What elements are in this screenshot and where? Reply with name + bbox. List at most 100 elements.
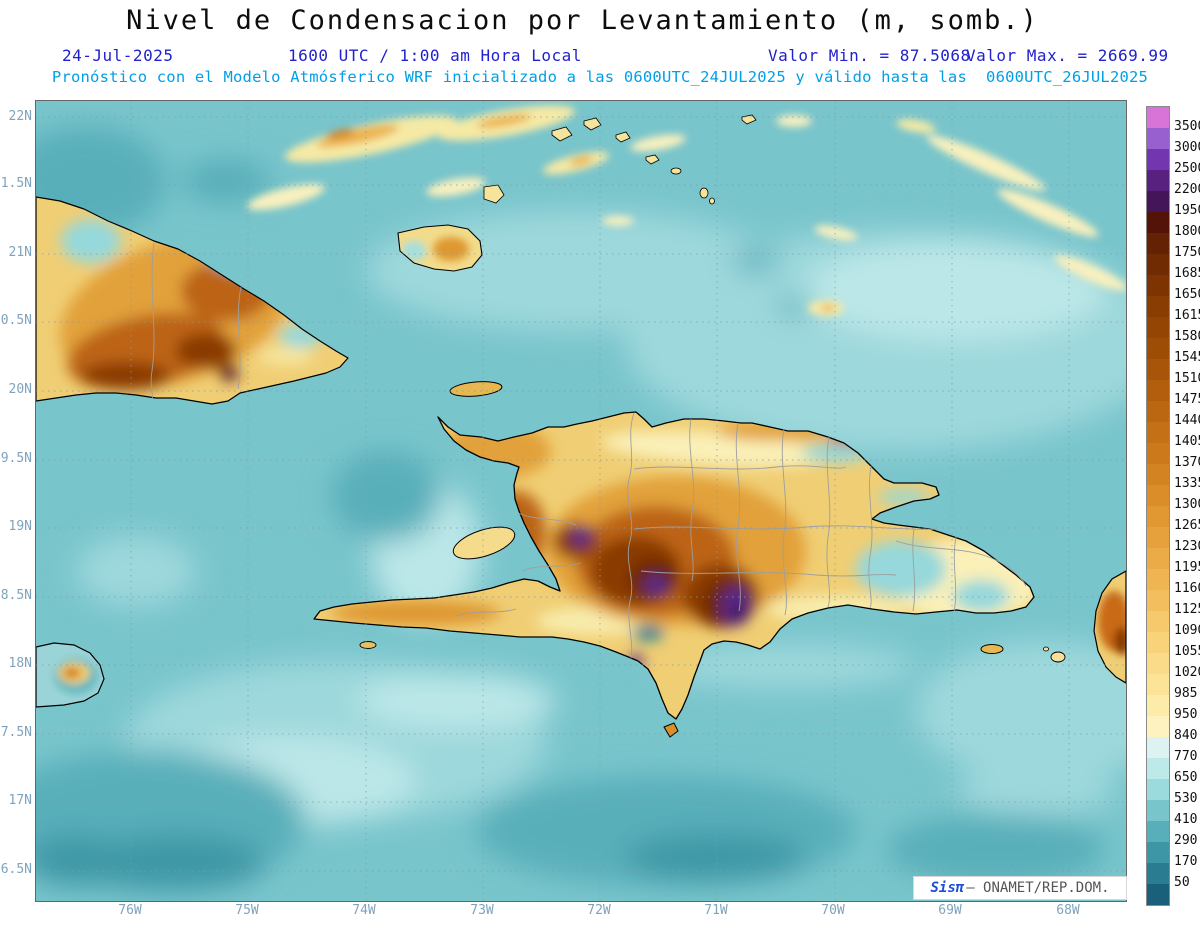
colorbar-tick-2200: 2200 xyxy=(1174,182,1200,197)
colorbar-tick-840: 840 xyxy=(1174,728,1198,743)
forecast-date: 24-Jul-2025 xyxy=(62,46,174,65)
colorbar-tick-1230: 1230 xyxy=(1174,539,1200,554)
colorbar-tick-1335: 1335 xyxy=(1174,476,1200,491)
colorbar-tick-1090: 1090 xyxy=(1174,623,1200,638)
satellite-islands xyxy=(359,381,1066,738)
colorbar-tick-950: 950 xyxy=(1174,707,1198,722)
lat-tick-19N: 19N xyxy=(8,519,32,534)
page-title: Nivel de Condensacion por Levantamiento … xyxy=(126,5,1039,36)
colorbar-segment-1 xyxy=(1147,128,1169,149)
colorbar-tick-50: 50 xyxy=(1174,875,1190,890)
lat-tick-21N: 21N xyxy=(8,245,32,260)
colorbar-tick-1750: 1750 xyxy=(1174,245,1200,260)
small-islands-north xyxy=(483,114,757,205)
colorbar-tick-1160: 1160 xyxy=(1174,581,1200,596)
colorbar-tick-1800: 1800 xyxy=(1174,224,1200,239)
lon-tick-72W: 72W xyxy=(587,903,611,918)
watermark-text: – ONAMET/REP.DOM. xyxy=(966,880,1110,896)
colorbar-segment-37 xyxy=(1147,884,1169,905)
colorbar-segment-30 xyxy=(1147,737,1169,758)
lat-tick-7.5N: 7.5N xyxy=(0,725,32,740)
value-min-label: Valor Min. = 87.5068 xyxy=(768,46,971,65)
colorbar-segment-17 xyxy=(1147,464,1169,485)
colorbar-tick-1020: 1020 xyxy=(1174,665,1200,680)
colorbar-tick-3000: 3000 xyxy=(1174,140,1200,155)
colorbar-tick-1475: 1475 xyxy=(1174,392,1200,407)
lat-tick-18N: 18N xyxy=(8,656,32,671)
colorbar-segment-5 xyxy=(1147,212,1169,233)
colorbar-segment-21 xyxy=(1147,548,1169,569)
lon-tick-75W: 75W xyxy=(235,903,259,918)
colorbar-segment-26 xyxy=(1147,653,1169,674)
lat-tick-1.5N: 1.5N xyxy=(0,176,32,191)
lat-tick-17N: 17N xyxy=(8,793,32,808)
cuba-landmass xyxy=(36,196,349,405)
map-canvas xyxy=(35,100,1127,902)
lcl-streaks xyxy=(247,105,1126,316)
colorbar-tick-1580: 1580 xyxy=(1174,329,1200,344)
colorbar-tick-1545: 1545 xyxy=(1174,350,1200,365)
colorbar-segment-9 xyxy=(1147,296,1169,317)
jamaica-landmass xyxy=(36,642,105,708)
colorbar-segment-34 xyxy=(1147,821,1169,842)
colorbar-tick-530: 530 xyxy=(1174,791,1198,806)
lon-tick-74W: 74W xyxy=(352,903,376,918)
colorbar-tick-1300: 1300 xyxy=(1174,497,1200,512)
lat-tick-6.5N: 6.5N xyxy=(0,862,32,877)
value-max-label: Valor Max. = 2669.99 xyxy=(966,46,1169,65)
lon-tick-70W: 70W xyxy=(821,903,845,918)
colorbar-segment-23 xyxy=(1147,590,1169,611)
colorbar-segment-31 xyxy=(1147,758,1169,779)
model-init-line: Pronóstico con el Modelo Atmósferico WRF… xyxy=(51,68,1149,86)
colorbar-segment-13 xyxy=(1147,380,1169,401)
colorbar-segment-24 xyxy=(1147,611,1169,632)
colorbar-segment-28 xyxy=(1147,695,1169,716)
lon-tick-73W: 73W xyxy=(470,903,494,918)
lat-tick-20N: 20N xyxy=(8,382,32,397)
colorbar-segment-16 xyxy=(1147,443,1169,464)
colorbar-segment-36 xyxy=(1147,863,1169,884)
colorbar-segment-32 xyxy=(1147,779,1169,800)
colorbar-tick-1685: 1685 xyxy=(1174,266,1200,281)
great-inagua-island xyxy=(397,224,483,272)
colorbar-tick-2500: 2500 xyxy=(1174,161,1200,176)
colorbar-tick-1510: 1510 xyxy=(1174,371,1200,386)
colorbar-segment-2 xyxy=(1147,149,1169,170)
watermark-brand: Sisπ xyxy=(930,880,965,896)
colorbar-tick-1615: 1615 xyxy=(1174,308,1200,323)
colorbar-segment-6 xyxy=(1147,233,1169,254)
colorbar-segment-18 xyxy=(1147,485,1169,506)
colorbar-tick-1055: 1055 xyxy=(1174,644,1200,659)
colorbar-segment-3 xyxy=(1147,170,1169,191)
lat-tick-9.5N: 9.5N xyxy=(0,451,32,466)
colorbar-tick-1440: 1440 xyxy=(1174,413,1200,428)
lat-tick-22N: 22N xyxy=(8,109,32,124)
lon-tick-69W: 69W xyxy=(938,903,962,918)
colorbar-segment-25 xyxy=(1147,632,1169,653)
colorbar-segment-12 xyxy=(1147,359,1169,380)
colorbar xyxy=(1146,106,1170,906)
colorbar-tick-1650: 1650 xyxy=(1174,287,1200,302)
colorbar-segment-19 xyxy=(1147,506,1169,527)
admin-boundaries xyxy=(150,242,1027,659)
forecast-time: 1600 UTC / 1:00 am Hora Local xyxy=(288,46,582,65)
colorbar-segment-8 xyxy=(1147,275,1169,296)
colorbar-segment-15 xyxy=(1147,422,1169,443)
colorbar-segment-7 xyxy=(1147,254,1169,275)
colorbar-tick-290: 290 xyxy=(1174,833,1198,848)
colorbar-segment-33 xyxy=(1147,800,1169,821)
lat-tick-0.5N: 0.5N xyxy=(0,313,32,328)
colorbar-segment-35 xyxy=(1147,842,1169,863)
colorbar-tick-1950: 1950 xyxy=(1174,203,1200,218)
colorbar-segment-27 xyxy=(1147,674,1169,695)
colorbar-segment-0 xyxy=(1147,107,1169,128)
colorbar-tick-650: 650 xyxy=(1174,770,1198,785)
lon-tick-68W: 68W xyxy=(1056,903,1080,918)
puerto-rico-tip xyxy=(1093,570,1126,684)
colorbar-tick-1370: 1370 xyxy=(1174,455,1200,470)
colorbar-segment-14 xyxy=(1147,401,1169,422)
colorbar-tick-1195: 1195 xyxy=(1174,560,1200,575)
colorbar-segment-29 xyxy=(1147,716,1169,737)
colorbar-tick-1405: 1405 xyxy=(1174,434,1200,449)
